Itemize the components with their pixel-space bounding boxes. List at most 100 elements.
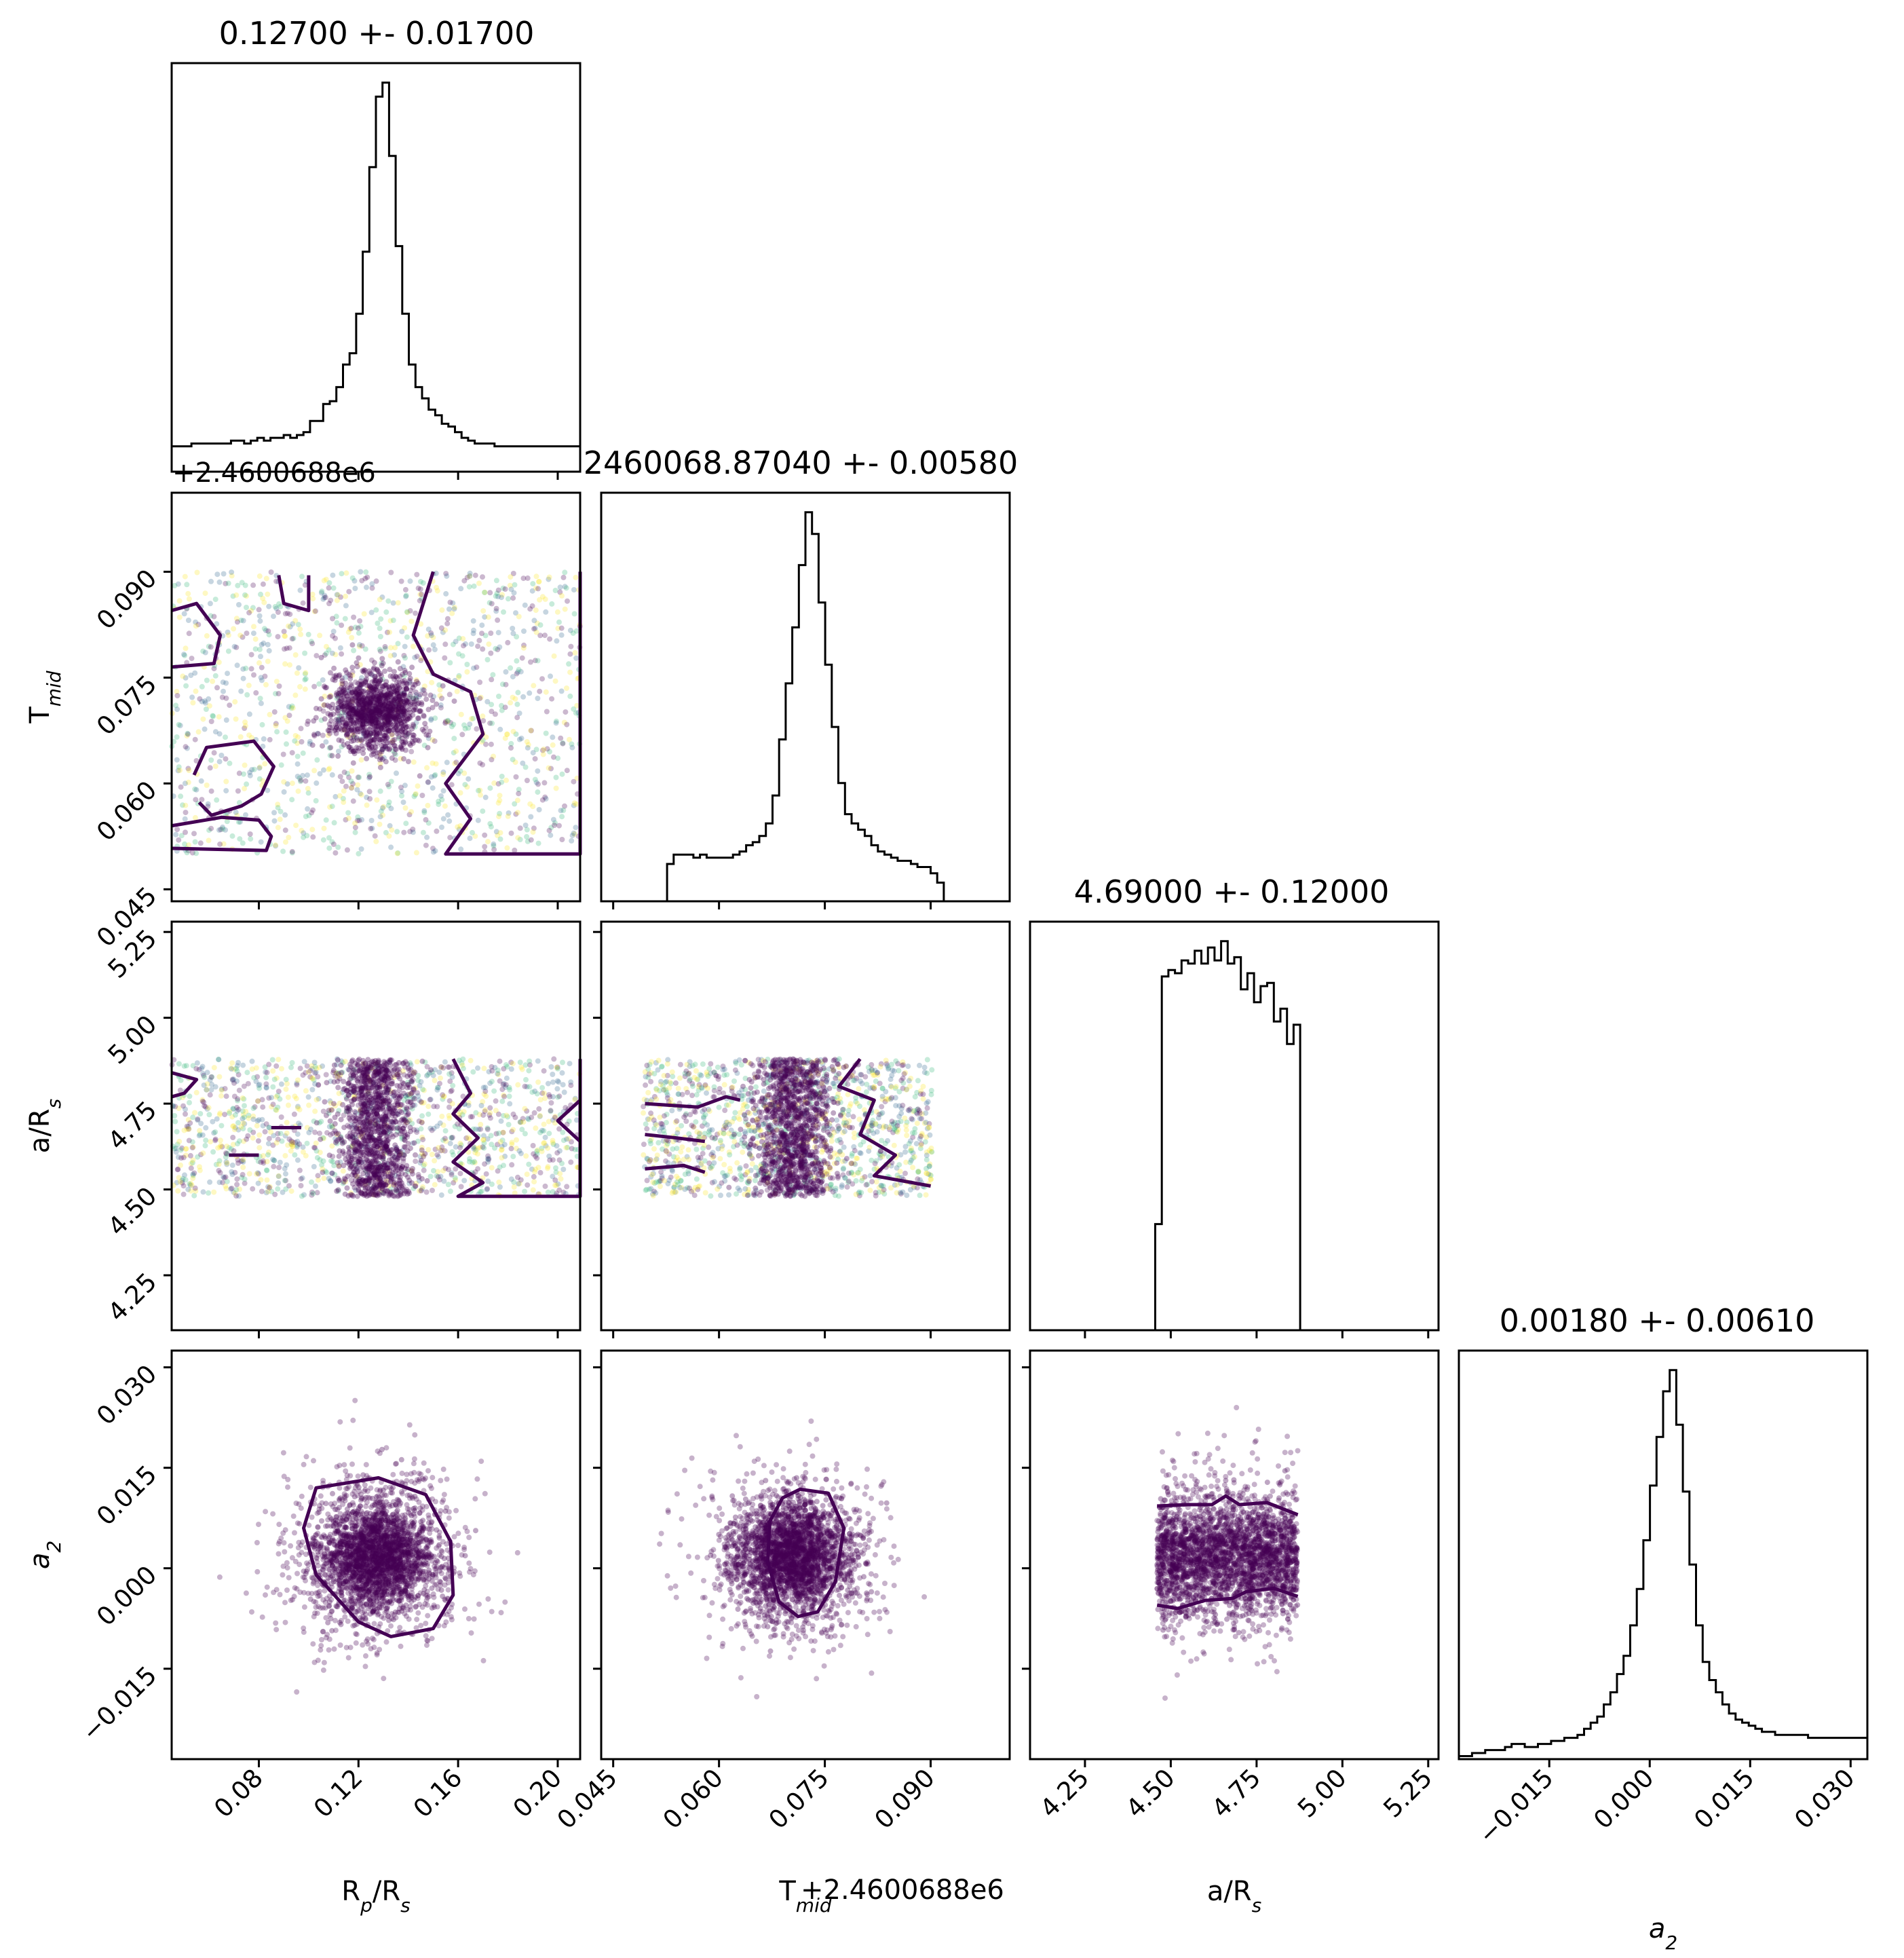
scatter-point <box>561 719 567 726</box>
scatter-point <box>318 1136 324 1142</box>
scatter-point <box>531 1173 537 1180</box>
scatter-point <box>381 804 387 810</box>
scatter-point <box>178 784 184 790</box>
scatter-point <box>348 745 354 751</box>
scatter-point <box>526 1068 532 1074</box>
scatter-point <box>532 626 538 631</box>
scatter-point <box>263 681 269 688</box>
scatter-point <box>337 645 343 651</box>
scatter-point <box>493 578 499 584</box>
scatter-point <box>529 1089 535 1095</box>
scatter-point <box>495 647 501 653</box>
scatter-point <box>276 1165 282 1171</box>
scatter-point <box>450 600 456 606</box>
scatter-point <box>516 787 522 793</box>
scatter-point <box>487 600 493 606</box>
scatter-point <box>249 1058 255 1064</box>
scatter-point <box>252 646 259 652</box>
scatter-point <box>425 1104 432 1110</box>
scatter-point <box>217 1170 223 1175</box>
scatter-point <box>419 687 425 693</box>
scatter-point <box>181 652 187 658</box>
scatter-point <box>440 1168 446 1173</box>
scatter-point <box>193 787 199 793</box>
scatter-point <box>515 1082 521 1088</box>
scatter-point <box>224 1144 230 1149</box>
scatter-point <box>290 705 296 711</box>
scatter-point <box>408 809 414 815</box>
scatter-point <box>567 627 573 633</box>
scatter-point <box>334 725 340 731</box>
scatter-point <box>320 743 325 749</box>
scatter-point <box>362 576 368 582</box>
scatter-point <box>282 633 288 639</box>
scatter-point <box>453 1166 459 1172</box>
scatter-point <box>174 734 180 740</box>
scatter-point <box>442 803 448 809</box>
scatter-point <box>284 1162 290 1168</box>
scatter-point <box>470 1069 476 1075</box>
scatter-point <box>369 825 375 831</box>
scatter-point <box>421 687 427 693</box>
scatter-point <box>432 715 438 721</box>
scatter-point <box>216 1158 223 1164</box>
scatter-point <box>206 827 212 833</box>
scatter-point <box>496 814 502 820</box>
scatter-point <box>271 1163 277 1169</box>
scatter-point <box>404 1191 411 1197</box>
scatter-point <box>356 1068 362 1074</box>
scatter-point <box>377 761 383 767</box>
scatter-point <box>314 1154 320 1161</box>
scatter-point <box>560 1129 566 1135</box>
scatter-point <box>403 592 409 599</box>
scatter-point <box>428 633 434 638</box>
scatter-point <box>514 797 520 804</box>
scatter-point <box>354 787 360 793</box>
scatter-point <box>332 705 339 711</box>
scatter-point <box>410 826 416 832</box>
scatter-point <box>349 642 356 648</box>
scatter-point <box>407 1125 413 1131</box>
scatter-point <box>568 643 574 649</box>
scatter-point <box>354 660 360 666</box>
scatter-point <box>458 586 464 592</box>
scatter-point <box>264 1167 270 1173</box>
scatter-point <box>569 837 575 844</box>
scatter-point <box>403 593 409 599</box>
scatter-point <box>689 1093 695 1098</box>
scatter-point <box>198 1066 204 1072</box>
scatter-point <box>225 648 231 654</box>
scatter-point <box>222 1112 228 1118</box>
scatter-point <box>374 1063 380 1069</box>
scatter-point <box>208 1074 214 1080</box>
scatter-point <box>530 829 536 835</box>
scatter-point <box>294 670 300 676</box>
scatter-point <box>451 736 457 742</box>
scatter-point <box>341 769 347 775</box>
scatter-point <box>520 1119 527 1125</box>
scatter-point <box>206 703 212 709</box>
scatter-point <box>379 594 385 600</box>
scatter-point <box>309 742 316 748</box>
scatter-point <box>559 771 565 777</box>
scatter-point <box>387 629 393 635</box>
scatter-point <box>330 628 337 635</box>
scatter-point <box>546 827 552 833</box>
scatter-point <box>309 810 315 816</box>
scatter-point <box>407 608 413 614</box>
scatter-point <box>238 618 244 623</box>
scatter-point <box>418 579 423 584</box>
scatter-point <box>284 645 290 652</box>
scatter-point <box>418 1099 424 1105</box>
scatter-point <box>271 709 278 715</box>
scatter-point <box>531 1110 537 1116</box>
scatter-point <box>339 651 345 657</box>
scatter-point <box>202 1074 208 1080</box>
scatter-point <box>432 1158 438 1164</box>
scatter-point <box>283 1186 289 1192</box>
scatter-point <box>218 1142 224 1148</box>
scatter-point <box>194 1060 200 1066</box>
scatter-point <box>237 734 244 740</box>
scatter-point <box>496 1180 502 1185</box>
scatter-point <box>234 1176 240 1182</box>
